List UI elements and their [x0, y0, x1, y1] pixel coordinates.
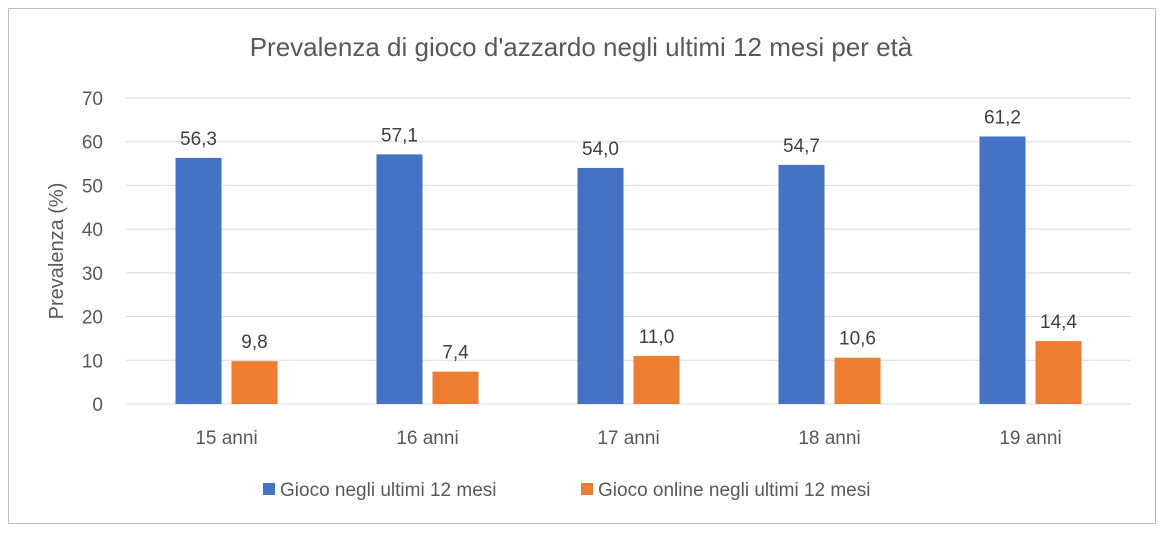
- data-label: 57,1: [381, 125, 418, 146]
- data-labels: 56,3 9,8 57,1 7,4 54,0 11,0 54,7 10,6 61,2 14,4: [180, 107, 1077, 363]
- x-axis-ticks: 15 anni 16 anni 17 anni 18 anni 19 anni: [195, 428, 1061, 449]
- y-tick-label: 0: [92, 395, 103, 416]
- data-label: 14,4: [1040, 312, 1077, 333]
- data-label: 10,6: [839, 329, 876, 350]
- bar: [432, 371, 479, 404]
- y-tick-label: 70: [82, 89, 103, 110]
- legend: Gioco negli ultimi 12 mesi Gioco online n…: [263, 480, 870, 501]
- x-tick-label: 19 anni: [999, 428, 1061, 449]
- data-label: 7,4: [442, 343, 469, 364]
- bar: [979, 136, 1026, 404]
- bar: [1035, 341, 1082, 404]
- legend-label: Gioco online negli ultimi 12 mesi: [598, 480, 870, 501]
- legend-swatch: [263, 483, 275, 495]
- x-tick-label: 15 anni: [195, 428, 257, 449]
- chart-area[interactable]: Prevalenza di gioco d'azzardo negli ulti…: [8, 8, 1156, 524]
- y-tick-label: 50: [82, 176, 103, 197]
- data-label: 9,8: [241, 332, 267, 353]
- gridlines: [126, 97, 1131, 405]
- bar: [376, 154, 423, 404]
- x-tick-label: 17 anni: [597, 428, 659, 449]
- bars: [175, 136, 1082, 404]
- data-label: 54,0: [582, 139, 619, 160]
- bar: [231, 361, 278, 404]
- y-tick-label: 10: [82, 351, 103, 372]
- bar: [834, 357, 881, 404]
- x-tick-label: 18 anni: [798, 428, 860, 449]
- y-axis-ticks: 0 10 20 30 40 50 60 70: [82, 89, 103, 416]
- y-tick-label: 60: [82, 133, 103, 154]
- data-label: 61,2: [984, 107, 1021, 128]
- legend-swatch: [581, 483, 593, 495]
- y-tick-label: 40: [82, 220, 103, 241]
- bar: [175, 157, 222, 404]
- x-tick-label: 16 anni: [396, 428, 458, 449]
- bar: [778, 164, 825, 404]
- legend-label: Gioco negli ultimi 12 mesi: [280, 480, 496, 501]
- chart-title: Prevalenza di gioco d'azzardo negli ulti…: [250, 32, 913, 62]
- data-label: 11,0: [639, 327, 675, 348]
- data-label: 54,7: [783, 136, 820, 157]
- y-tick-label: 20: [82, 308, 103, 329]
- data-label: 56,3: [180, 129, 217, 150]
- y-axis-label: Prevalenza (%): [46, 183, 68, 320]
- bar: [577, 167, 624, 404]
- y-tick-label: 30: [82, 264, 103, 285]
- bar: [633, 355, 680, 404]
